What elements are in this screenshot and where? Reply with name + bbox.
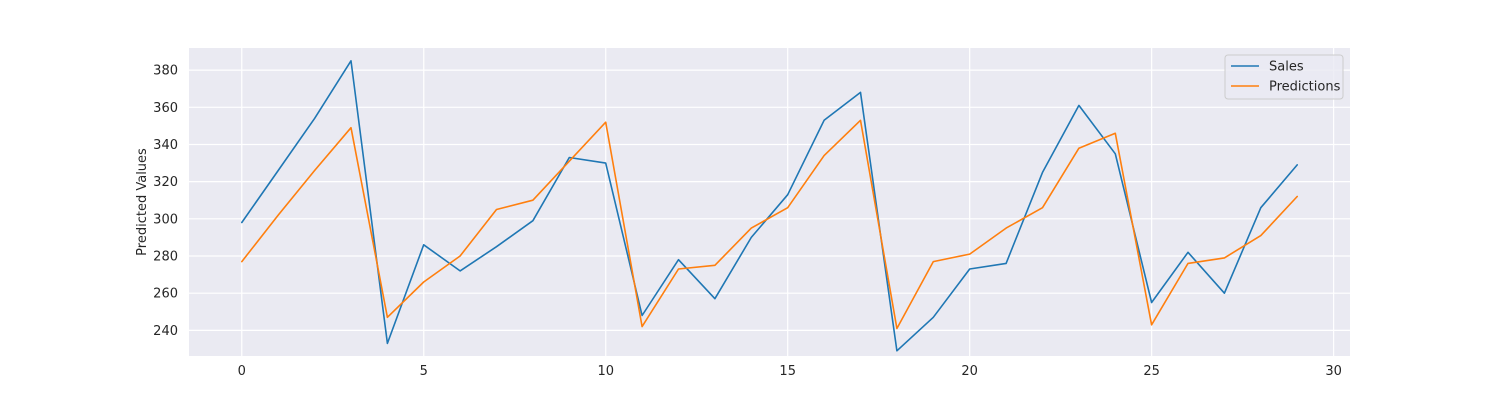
legend-label: Predictions: [1269, 80, 1341, 95]
x-tick-labels: 0 5 10 15 20 25 30: [238, 364, 1342, 379]
x-tick-label: 15: [779, 364, 796, 379]
plot-area: [189, 48, 1350, 356]
y-tick-labels: 240 260 280 300 320 340 360 380: [153, 64, 178, 339]
x-tick-label: 20: [961, 364, 978, 379]
grid: [189, 48, 1350, 356]
series-line-sales: [241, 59, 1298, 352]
x-tick-label: 25: [1143, 364, 1160, 379]
y-tick-label: 340: [153, 138, 178, 153]
y-tick-label: 260: [153, 287, 178, 302]
y-tick-label: 320: [153, 175, 178, 190]
y-tick-label: 380: [153, 64, 178, 79]
legend-label: Sales: [1269, 60, 1304, 75]
x-tick-label: 30: [1325, 364, 1342, 379]
y-tick-label: 300: [153, 212, 178, 227]
legend: Sales Predictions: [1224, 54, 1344, 100]
y-tick-label: 280: [153, 249, 178, 264]
x-tick-label: 5: [420, 364, 428, 379]
x-tick-label: 10: [597, 364, 614, 379]
y-tick-label: 360: [153, 101, 178, 116]
x-tick-label: 0: [238, 364, 246, 379]
y-axis-label: Predicted Values: [135, 148, 150, 256]
series-lines: [241, 59, 1298, 352]
series-line-predictions: [241, 119, 1298, 330]
y-tick-label: 240: [153, 324, 178, 339]
